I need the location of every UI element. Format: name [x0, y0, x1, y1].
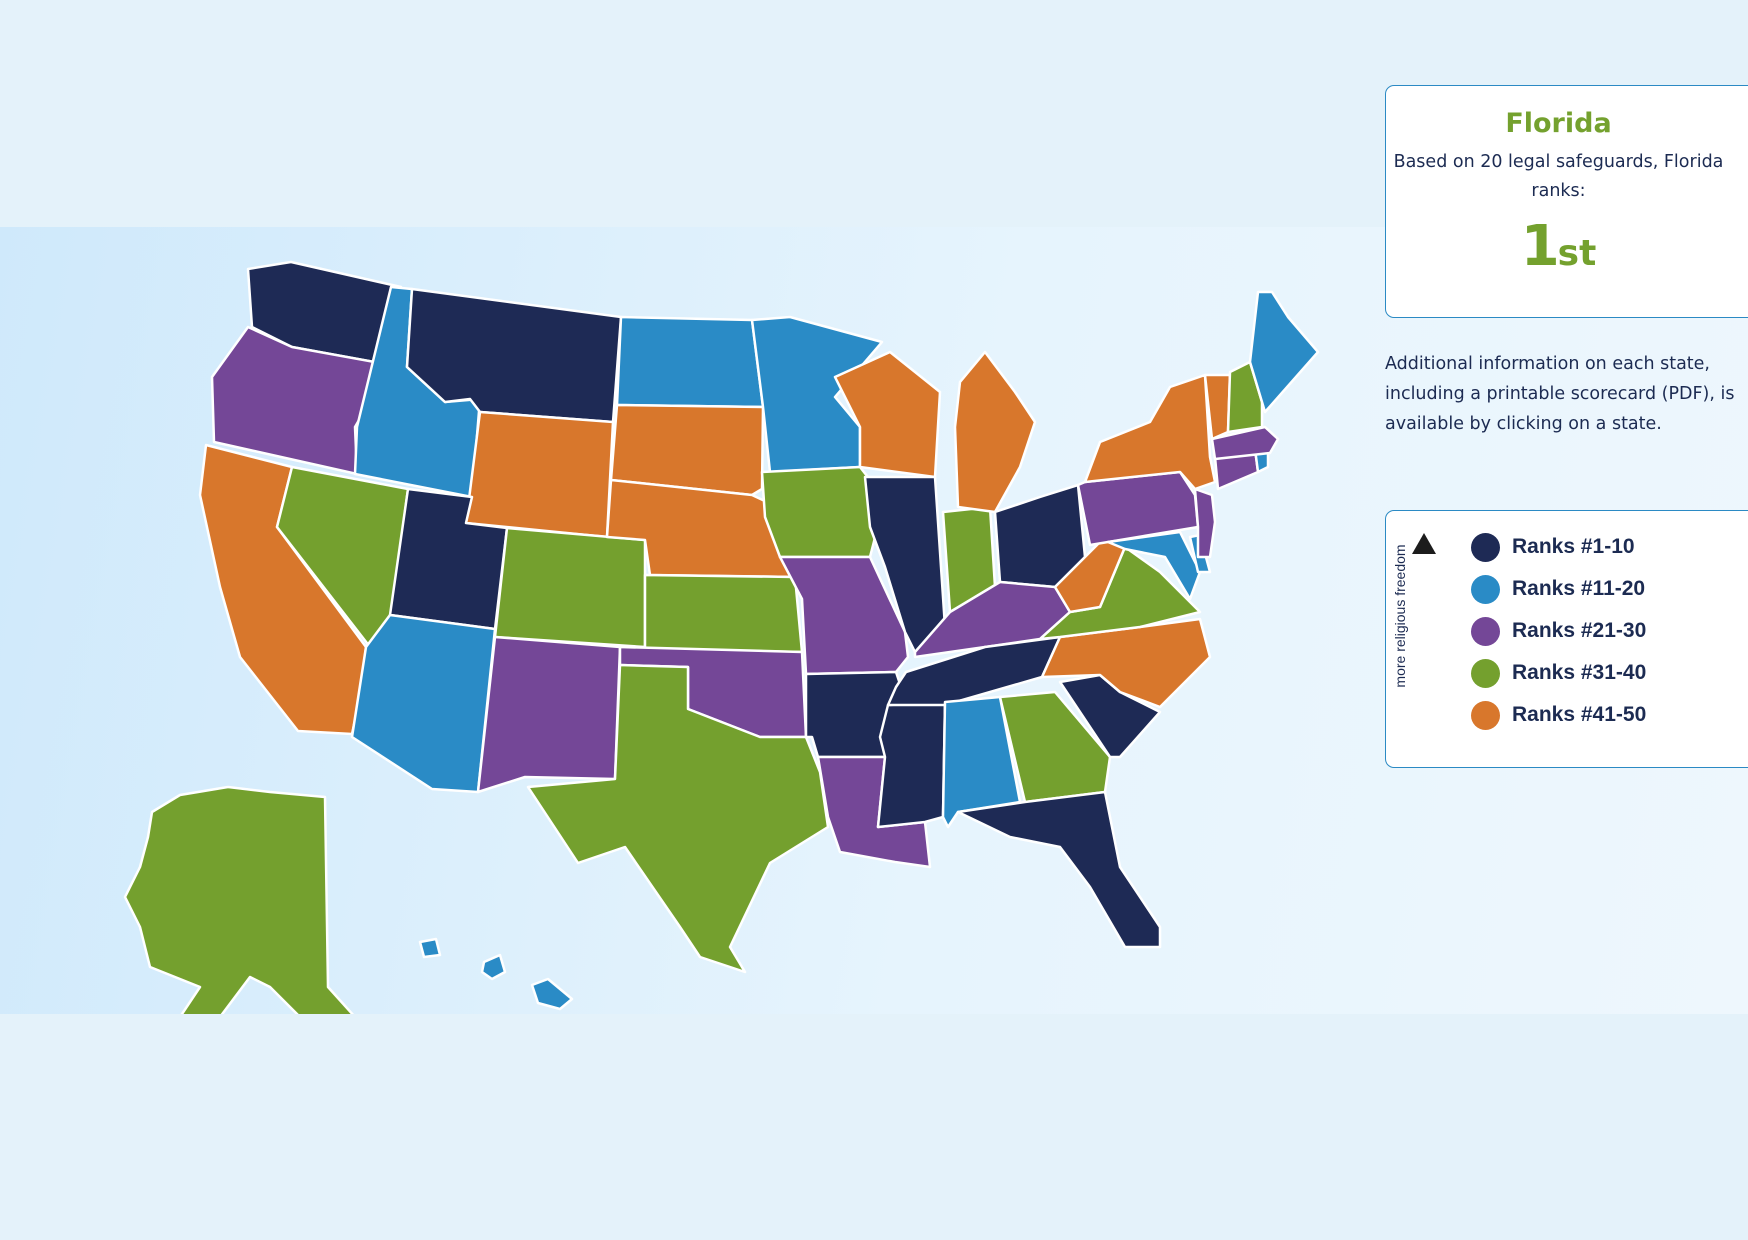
- additional-info-line: Additional information on each state,: [1385, 354, 1710, 374]
- selected-state-name: Florida: [1505, 108, 1612, 139]
- state-georgia[interactable]: [998, 690, 1112, 804]
- state-arizona[interactable]: [350, 613, 497, 794]
- us-states-map: [123, 260, 1320, 1014]
- state-tennessee[interactable]: [886, 635, 1062, 707]
- additional-info-text: Additional information on each state, in…: [1385, 349, 1748, 439]
- legend-swatch: [1471, 659, 1500, 688]
- state-texas[interactable]: [526, 663, 830, 974]
- legend-label: Ranks #31-40: [1512, 661, 1647, 684]
- state-michigan[interactable]: [953, 350, 1037, 514]
- additional-info-line: available by clicking on a state.: [1385, 414, 1662, 434]
- rank-suffix: st: [1557, 233, 1597, 274]
- state-hawaii-big-island[interactable]: [480, 953, 574, 1011]
- rank-value: 1st: [1386, 214, 1731, 279]
- legend-axis-label: more religious freedom: [1392, 544, 1408, 688]
- legend-label: Ranks #1-10: [1512, 535, 1635, 558]
- state-new-mexico[interactable]: [476, 635, 622, 794]
- state-hawaii[interactable]: [418, 937, 442, 959]
- state-florida[interactable]: [956, 790, 1162, 949]
- state-new-hampshire[interactable]: [1226, 360, 1264, 434]
- legend-label: Ranks #21-30: [1512, 619, 1647, 642]
- state-missouri[interactable]: [778, 555, 910, 676]
- state-north-dakota[interactable]: [615, 315, 765, 409]
- state-new-york[interactable]: [1083, 373, 1217, 491]
- state-info-card: Florida Based on 20 legal safeguards, Fl…: [1385, 85, 1748, 318]
- legend-label: Ranks #41-50: [1512, 703, 1647, 726]
- state-colorado[interactable]: [493, 526, 647, 649]
- up-arrow-icon: [1412, 533, 1436, 554]
- state-mississippi[interactable]: [876, 700, 947, 829]
- state-maryland[interactable]: [1106, 530, 1202, 601]
- additional-info-line: including a printable scorecard (PDF), i…: [1385, 384, 1735, 404]
- legend-swatch: [1471, 533, 1500, 562]
- rank-description: Based on 20 legal safeguards, Florida ra…: [1393, 152, 1724, 201]
- legend-swatch: [1471, 701, 1500, 730]
- legend-label: Ranks #11-20: [1512, 577, 1646, 600]
- legend-swatch: [1471, 575, 1500, 604]
- state-wyoming[interactable]: [464, 410, 615, 539]
- state-maine[interactable]: [1248, 290, 1320, 414]
- state-kansas[interactable]: [643, 573, 804, 654]
- state-new-jersey[interactable]: [1193, 487, 1217, 559]
- rank-number: 1: [1520, 214, 1560, 279]
- legend: more religious freedom Ranks #1-10 Ranks…: [1385, 510, 1748, 768]
- legend-swatch: [1471, 617, 1500, 646]
- state-alaska[interactable]: [123, 785, 355, 1014]
- state-south-dakota[interactable]: [609, 403, 765, 497]
- state-illinois[interactable]: [863, 475, 947, 654]
